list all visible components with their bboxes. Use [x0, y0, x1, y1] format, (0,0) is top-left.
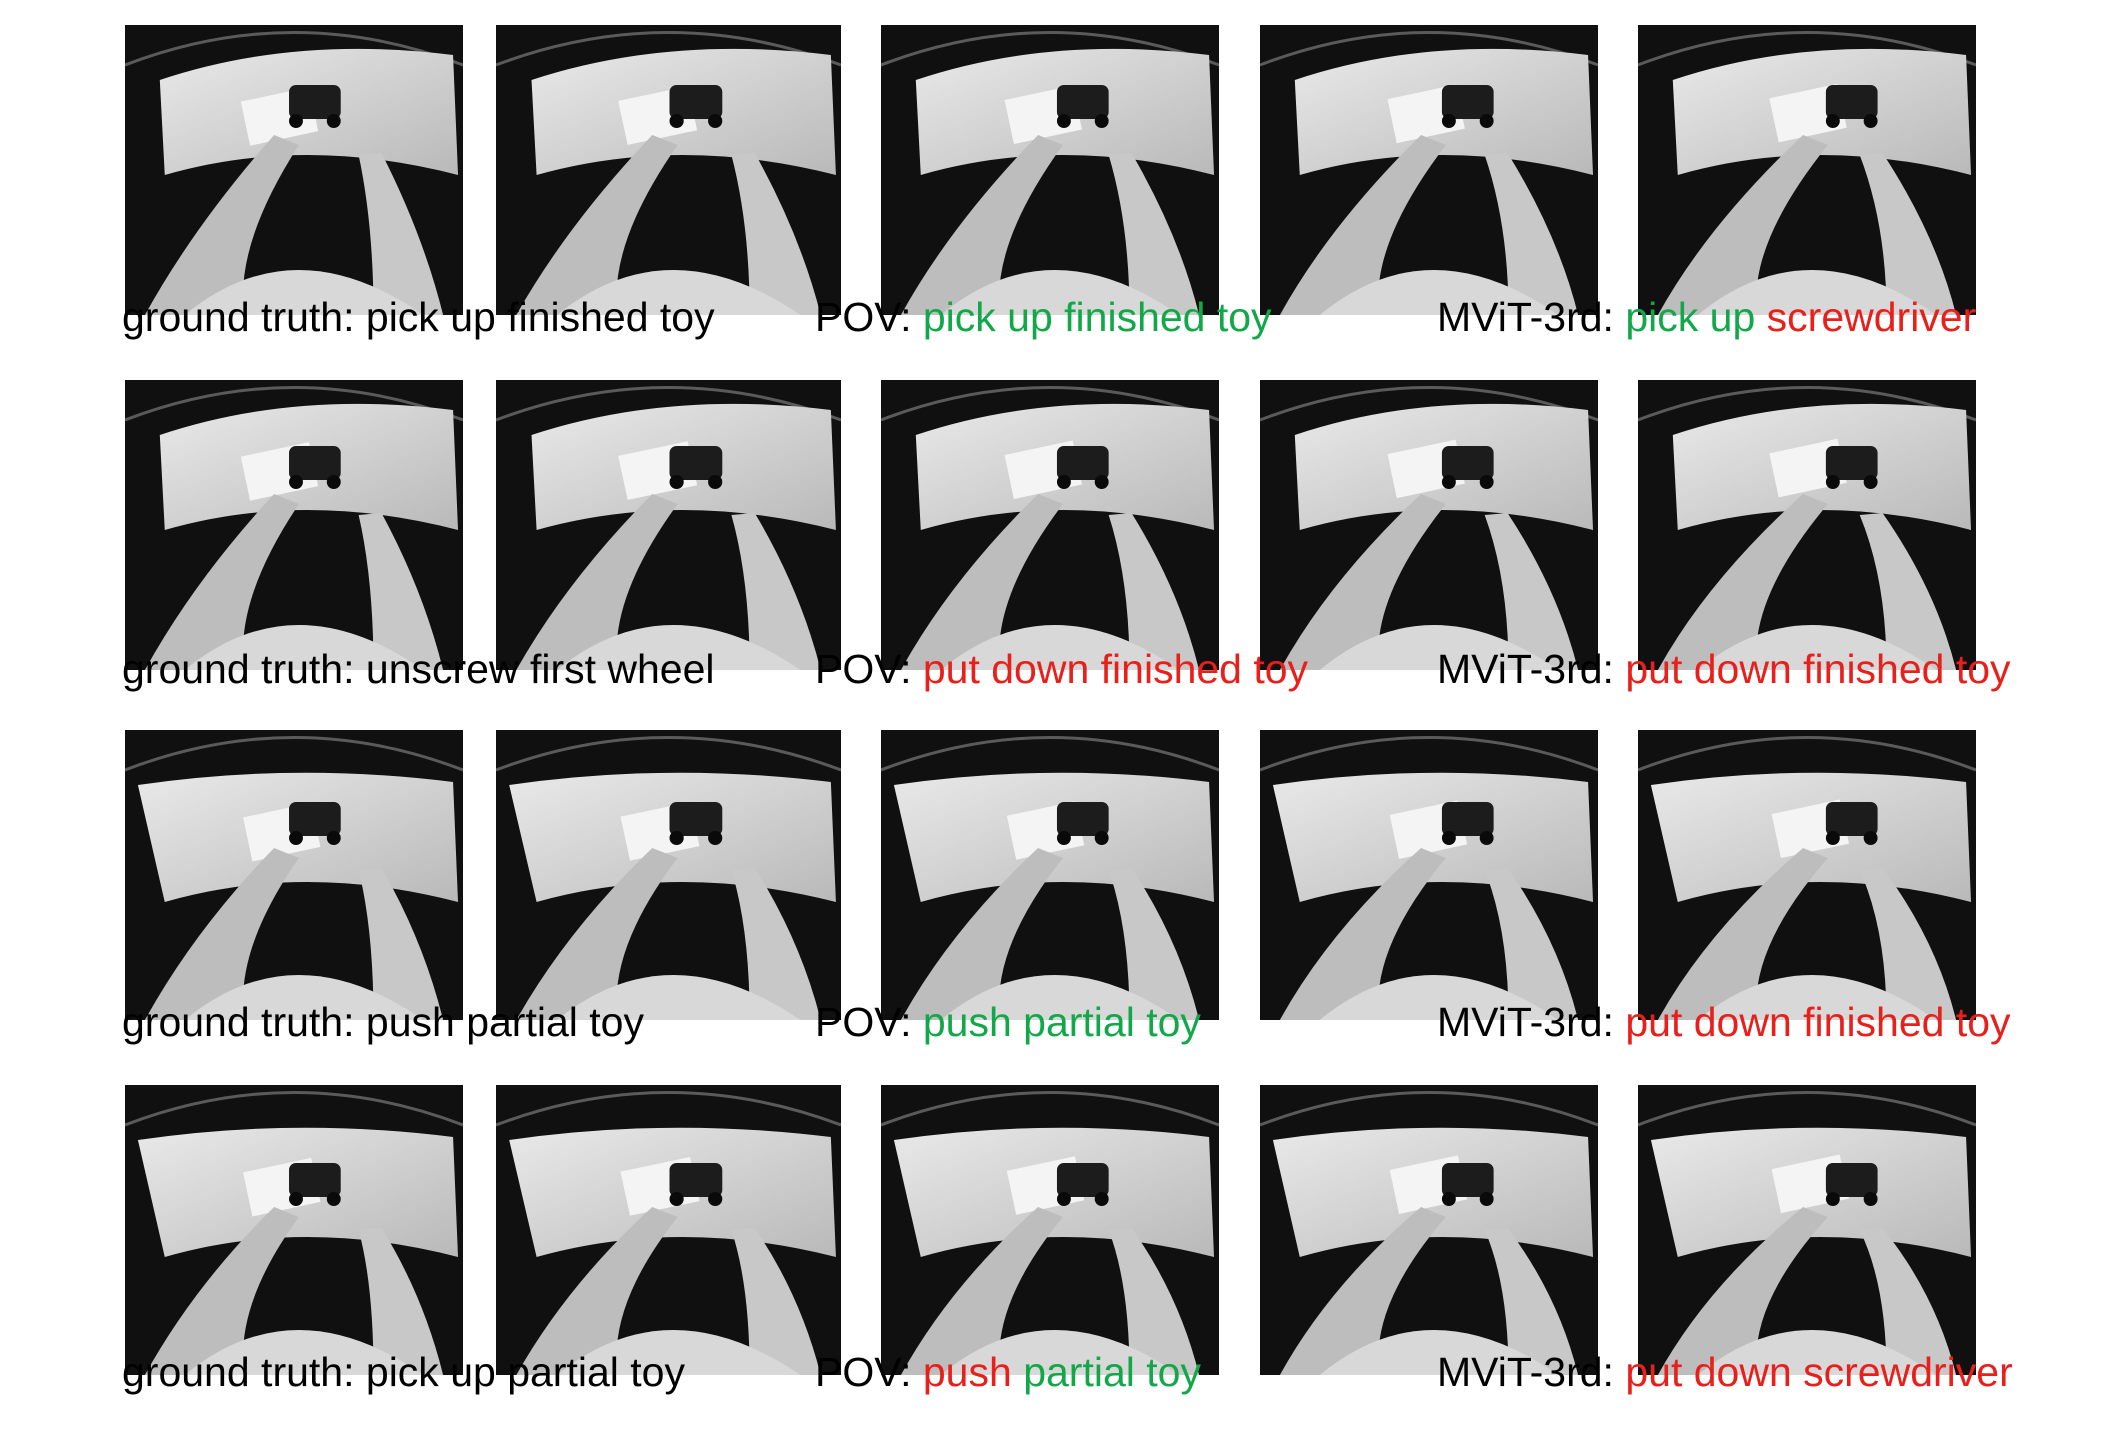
video-frame-image	[881, 1085, 1219, 1375]
caption-segment-neutral: pick up finished toy	[365, 294, 715, 340]
frame-row1-col4	[1260, 25, 1598, 315]
frame-row1-col1	[125, 25, 463, 315]
frame-row3-col4	[1260, 730, 1598, 1020]
frame-row4-col2	[496, 1085, 841, 1375]
video-frame-image	[881, 25, 1219, 315]
caption-segment-neutral	[1755, 294, 1766, 340]
frame-row1-col3	[881, 25, 1219, 315]
frame-row2-col2	[496, 380, 841, 670]
frame-row2-col5	[1638, 380, 1976, 670]
frame-row1-col2	[496, 25, 841, 315]
video-frame-image	[1638, 380, 1976, 670]
frame-row4-col3	[881, 1085, 1219, 1375]
pov-prediction-caption: POV: put down finished toy	[815, 644, 1308, 694]
caption-segment-correct: push partial toy	[922, 999, 1201, 1045]
caption-segment-wrong: put down finished toy	[1625, 999, 2011, 1045]
video-frame-image	[125, 380, 463, 670]
caption-prefix: ground truth:	[122, 294, 366, 340]
video-frame-image	[496, 380, 841, 670]
video-frame-image	[1638, 1085, 1976, 1375]
video-frame-image	[496, 730, 841, 1020]
frame-row3-col5	[1638, 730, 1976, 1020]
frame-row3-col1	[125, 730, 463, 1020]
frame-row2-col3	[881, 380, 1219, 670]
caption-prefix: MViT-3rd:	[1437, 294, 1626, 340]
mvit-prediction-caption: MViT-3rd: put down screwdriver	[1437, 1347, 2013, 1397]
caption-segment-wrong: screwdriver	[1766, 294, 1977, 340]
ground-truth-caption: ground truth: pick up finished toy	[122, 292, 715, 342]
mvit-prediction-caption: MViT-3rd: pick up screwdriver	[1437, 292, 1976, 342]
video-frame-image	[881, 380, 1219, 670]
caption-segment-neutral: unscrew first wheel	[365, 646, 715, 692]
frame-row1-col5	[1638, 25, 1976, 315]
caption-prefix: MViT-3rd:	[1437, 999, 1626, 1045]
caption-prefix: MViT-3rd:	[1437, 1349, 1626, 1395]
caption-segment-neutral	[1012, 1349, 1023, 1395]
caption-prefix: ground truth:	[122, 646, 366, 692]
caption-prefix: POV:	[815, 999, 923, 1045]
caption-segment-wrong: push	[922, 1349, 1012, 1395]
caption-segment-correct: partial toy	[1023, 1349, 1201, 1395]
video-frame-image	[1260, 730, 1598, 1020]
ground-truth-caption: ground truth: push partial toy	[122, 997, 644, 1047]
caption-segment-neutral: pick up partial toy	[365, 1349, 685, 1395]
video-frame-image	[1260, 25, 1598, 315]
caption-prefix: POV:	[815, 646, 923, 692]
video-frame-image	[1260, 1085, 1598, 1375]
caption-prefix: POV:	[815, 294, 923, 340]
ground-truth-caption: ground truth: unscrew first wheel	[122, 644, 715, 694]
video-frame-image	[1638, 25, 1976, 315]
caption-segment-neutral: push partial toy	[365, 999, 644, 1045]
video-frame-image	[125, 25, 463, 315]
frame-row4-col1	[125, 1085, 463, 1375]
pov-prediction-caption: POV: push partial toy	[815, 1347, 1201, 1397]
caption-prefix: MViT-3rd:	[1437, 646, 1626, 692]
video-frame-image	[1260, 380, 1598, 670]
ground-truth-caption: ground truth: pick up partial toy	[122, 1347, 685, 1397]
mvit-prediction-caption: MViT-3rd: put down finished toy	[1437, 997, 2011, 1047]
mvit-prediction-caption: MViT-3rd: put down finished toy	[1437, 644, 2011, 694]
frame-row3-col3	[881, 730, 1219, 1020]
caption-segment-wrong: put down screwdriver	[1625, 1349, 2013, 1395]
frame-row2-col1	[125, 380, 463, 670]
pov-prediction-caption: POV: pick up finished toy	[815, 292, 1272, 342]
frame-row3-col2	[496, 730, 841, 1020]
video-frame-image	[1638, 730, 1976, 1020]
caption-segment-wrong: put down finished toy	[1625, 646, 2011, 692]
video-frame-image	[496, 1085, 841, 1375]
video-frame-image	[125, 1085, 463, 1375]
frame-row4-col5	[1638, 1085, 1976, 1375]
caption-prefix: ground truth:	[122, 1349, 366, 1395]
video-frame-image	[881, 730, 1219, 1020]
video-frame-image	[125, 730, 463, 1020]
frame-row2-col4	[1260, 380, 1598, 670]
video-frame-image	[496, 25, 841, 315]
caption-prefix: ground truth:	[122, 999, 366, 1045]
frame-row4-col4	[1260, 1085, 1598, 1375]
caption-segment-wrong: put down finished toy	[922, 646, 1309, 692]
caption-segment-correct: pick up	[1625, 294, 1756, 340]
caption-prefix: POV:	[815, 1349, 923, 1395]
caption-segment-correct: pick up finished toy	[922, 294, 1272, 340]
pov-prediction-caption: POV: push partial toy	[815, 997, 1201, 1047]
